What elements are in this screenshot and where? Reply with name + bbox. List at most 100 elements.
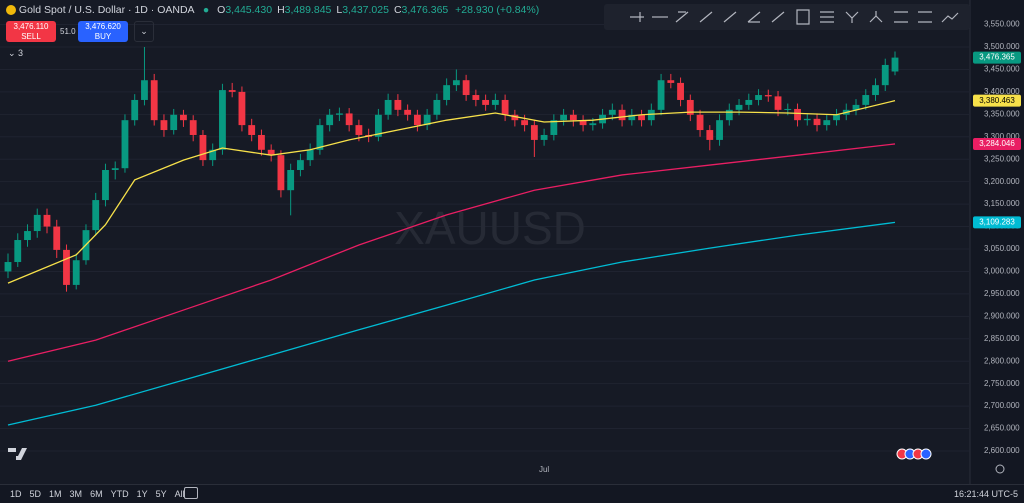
price-tag-label: 3,476.365 — [979, 53, 1015, 62]
candle-body — [121, 120, 129, 169]
candle-body — [872, 85, 879, 96]
y-tick-label: 3,500.000 — [984, 42, 1020, 51]
y-tick-label: 2,850.000 — [984, 334, 1020, 343]
candle-body — [774, 96, 782, 110]
candle-body — [589, 123, 597, 126]
indicators-toggle[interactable]: ⌄ 3 — [8, 48, 24, 58]
candle-body — [160, 120, 168, 131]
candle-body — [189, 120, 197, 135]
candle-body — [219, 90, 226, 150]
sell-price: 3,476.110 — [13, 22, 49, 31]
candle-body — [53, 226, 61, 250]
price-tag-label: 3,109.283 — [979, 218, 1015, 227]
candle-body — [794, 108, 801, 121]
candle-body — [384, 99, 392, 115]
candle-body — [540, 134, 548, 140]
sell-label: SELL — [21, 32, 41, 41]
candle-body — [72, 260, 80, 285]
candle-body — [423, 114, 431, 126]
sell-button[interactable]: 3,476.110 SELL — [6, 21, 56, 42]
ohlc: O3,445.430 H3,489.845 L3,437.025 C3,476.365 — [212, 4, 448, 16]
ohlc-value: 3,489.845 — [284, 4, 332, 16]
candle-body — [784, 108, 792, 110]
candle-body — [745, 99, 753, 105]
expand-button[interactable]: ⌄ — [134, 21, 154, 42]
candle-body — [374, 114, 382, 137]
calendar-icon[interactable] — [184, 487, 198, 499]
candle-body — [267, 149, 275, 156]
range-button[interactable]: 1D — [10, 489, 22, 499]
candle-body — [433, 99, 441, 115]
candle-body — [150, 80, 158, 121]
candle-body — [404, 109, 412, 115]
ohlc-value: 3,476.365 — [401, 4, 449, 16]
candle-body — [111, 168, 119, 170]
ohlc-key: L — [336, 4, 343, 16]
candle-body — [667, 80, 675, 83]
ohlc-value: 3,437.025 — [342, 4, 389, 16]
price-tag — [973, 137, 1021, 150]
range-button[interactable]: 1M — [49, 489, 62, 499]
y-tick-label: 3,250.000 — [984, 154, 1020, 163]
drawing-toolbar[interactable] — [604, 4, 970, 30]
candle-body — [862, 95, 870, 105]
range-button[interactable]: 6M — [90, 489, 103, 499]
range-button[interactable]: 5Y — [155, 489, 167, 499]
candle-body — [706, 130, 714, 140]
range-button[interactable]: YTD — [110, 489, 129, 499]
range-button[interactable]: 5D — [29, 489, 42, 499]
candle-body — [716, 120, 723, 140]
price-tag — [973, 216, 1021, 229]
symbol[interactable]: Gold Spot / U.S. Dollar · 1D · OANDA — [18, 4, 194, 16]
candle-body — [63, 249, 70, 285]
candle-body — [550, 120, 558, 135]
buy-button[interactable]: 3,476.620 BUY — [78, 21, 128, 42]
range-button[interactable]: 1Y — [136, 489, 148, 499]
candle-body — [579, 120, 587, 126]
symbol-icon — [6, 5, 16, 16]
candle-body — [823, 120, 831, 126]
moving-average — [7, 143, 896, 362]
moving-average — [7, 100, 896, 284]
x-tick-label: Jul — [539, 465, 549, 474]
y-tick-label: 2,800.000 — [984, 356, 1020, 365]
candle-body — [228, 90, 236, 92]
candle-body — [628, 114, 636, 121]
candle-body — [491, 99, 499, 105]
flag-icons — [896, 448, 932, 460]
range-button[interactable]: All — [174, 489, 185, 499]
candle-body — [638, 114, 645, 121]
settings-icon[interactable] — [995, 464, 1005, 474]
tv-logo — [8, 448, 27, 460]
spread: 51.0 — [60, 27, 76, 36]
y-tick-label: 2,700.000 — [984, 401, 1020, 410]
moving-average — [7, 221, 896, 426]
candle-body — [102, 169, 109, 201]
ohlc-value: 3,445.430 — [225, 4, 273, 16]
candle-body — [413, 114, 421, 126]
plot-bg — [0, 0, 970, 484]
candle-body — [131, 99, 139, 121]
candle-body — [530, 125, 538, 140]
candle-body — [209, 149, 217, 161]
y-tick-label: 3,300.000 — [984, 132, 1020, 141]
candle-body — [277, 155, 285, 191]
candle-body — [677, 82, 684, 100]
y-tick-label: 3,550.000 — [984, 20, 1020, 29]
candle-body — [852, 104, 860, 110]
candle-body — [881, 64, 889, 86]
y-tick-label: 3,050.000 — [984, 244, 1020, 253]
candle-body — [199, 134, 207, 161]
y-tick-label: 2,600.000 — [984, 446, 1020, 455]
candle-body — [521, 120, 529, 126]
candle-body — [511, 114, 519, 121]
legend-header: Gold Spot / U.S. Dollar · 1D · OANDA ● O… — [6, 4, 539, 16]
bottom-bar: 1D 5D 1M 3M 6M YTD 1Y 5Y All 16:21:44 UTC-5 — [0, 484, 1024, 503]
candle-body — [501, 99, 509, 115]
price-tag-label: 3,284.046 — [979, 139, 1015, 148]
range-button[interactable]: 3M — [69, 489, 83, 499]
candle-body — [316, 125, 324, 150]
candle-body — [735, 104, 743, 110]
candle-body — [618, 109, 626, 121]
